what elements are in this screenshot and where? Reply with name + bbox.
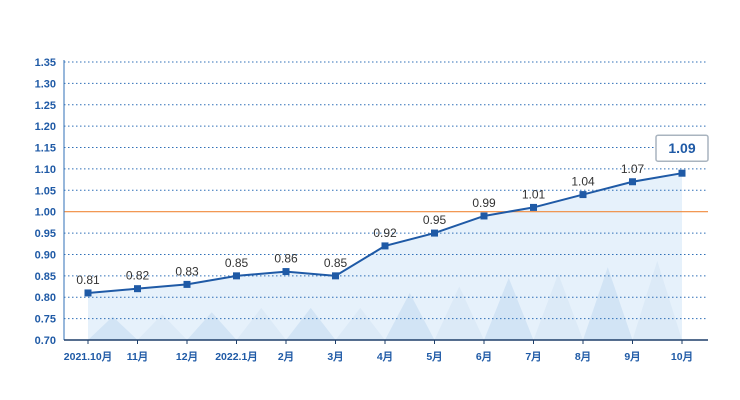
y-tick-label: 0.85 bbox=[35, 271, 56, 283]
y-tick-label: 1.05 bbox=[35, 185, 56, 197]
x-tick-label: 3月 bbox=[327, 351, 343, 363]
y-tick-label: 1.15 bbox=[35, 143, 56, 155]
area-triangle bbox=[385, 292, 435, 340]
axes bbox=[63, 60, 708, 344]
area-triangle bbox=[137, 314, 187, 340]
area-band bbox=[88, 288, 138, 340]
x-tick-label: 7月 bbox=[525, 351, 541, 363]
data-point bbox=[678, 169, 686, 177]
area-band bbox=[187, 275, 237, 340]
data-label: 0.92 bbox=[373, 226, 397, 240]
y-tick-label: 0.90 bbox=[35, 249, 56, 261]
y-tick-label: 0.70 bbox=[35, 335, 56, 347]
x-tick-label: 9月 bbox=[624, 351, 640, 363]
area-triangle bbox=[533, 273, 583, 340]
x-tick-label: 2022.1月 bbox=[215, 351, 258, 363]
y-tick-label: 1.25 bbox=[35, 100, 56, 112]
data-point bbox=[579, 191, 587, 199]
data-point bbox=[233, 272, 240, 280]
data-label: 0.95 bbox=[423, 213, 447, 227]
area-triangle bbox=[335, 307, 385, 340]
highlight-box bbox=[655, 134, 709, 162]
series-line-group bbox=[84, 169, 686, 297]
x-tick-label: 10月 bbox=[671, 351, 693, 363]
y-tick-label: 1.00 bbox=[35, 207, 56, 219]
data-point bbox=[183, 280, 191, 288]
area-triangle bbox=[583, 267, 633, 340]
x-tick-label: 2月 bbox=[278, 351, 294, 363]
area-band bbox=[385, 233, 435, 340]
y-tick-labels: 0.70 0.75 0.80 0.85 0.90 0.95 1.00 1.05 1.10 1.15… bbox=[35, 57, 56, 347]
data-label: 1.01 bbox=[522, 187, 546, 201]
area-triangle bbox=[187, 312, 237, 340]
data-point bbox=[530, 203, 537, 211]
x-tick-label: 8月 bbox=[575, 351, 591, 363]
data-point bbox=[480, 212, 488, 220]
data-label: 1.09 bbox=[668, 140, 695, 156]
data-label: 0.83 bbox=[175, 264, 199, 278]
area-triangle bbox=[236, 307, 286, 340]
area-band bbox=[236, 271, 286, 340]
x-tick-label: 2021.10月 bbox=[64, 351, 112, 363]
data-label: 0.99 bbox=[472, 196, 496, 210]
data-label: 0.82 bbox=[126, 269, 150, 283]
area-band bbox=[583, 181, 633, 340]
area-band bbox=[632, 173, 682, 340]
x-tick-label: 5月 bbox=[426, 351, 442, 363]
data-label: 1.07 bbox=[621, 162, 645, 176]
data-point bbox=[134, 285, 141, 293]
y-tick-label: 0.95 bbox=[35, 228, 56, 240]
area-band bbox=[533, 194, 583, 340]
data-label: 1.04 bbox=[571, 175, 595, 189]
y-tick-label: 1.20 bbox=[35, 121, 56, 133]
y-tick-label: 1.35 bbox=[35, 57, 56, 69]
area-band bbox=[286, 271, 336, 340]
area-fill-group bbox=[88, 173, 682, 340]
y-tick-label: 1.30 bbox=[35, 78, 56, 90]
data-label: 0.85 bbox=[324, 256, 348, 270]
area-band bbox=[484, 207, 534, 340]
data-point bbox=[282, 268, 290, 276]
x-tick-label: 11月 bbox=[127, 351, 149, 363]
data-label: 0.85 bbox=[225, 256, 249, 270]
x-tick-label: 6月 bbox=[476, 351, 492, 363]
area-band bbox=[137, 284, 187, 340]
data-point bbox=[629, 178, 636, 186]
area-triangle bbox=[434, 286, 484, 340]
y-tick-label: 0.80 bbox=[35, 292, 56, 304]
area-triangle bbox=[88, 316, 138, 340]
y-tick-label: 1.10 bbox=[35, 164, 56, 176]
gridlines bbox=[64, 61, 708, 320]
data-point bbox=[332, 272, 339, 280]
data-labels: 0.81 0.82 0.83 0.85 0.86 0.85 0.92 0.95 0.99 1.01… bbox=[76, 134, 709, 287]
data-label: 0.86 bbox=[274, 252, 298, 266]
data-point bbox=[381, 242, 389, 250]
data-point bbox=[84, 289, 92, 297]
y-tick-label: 0.75 bbox=[35, 314, 56, 326]
data-label: 0.81 bbox=[76, 273, 100, 287]
data-point bbox=[431, 229, 438, 237]
x-tick-label: 4月 bbox=[377, 351, 393, 363]
area-triangle bbox=[286, 307, 336, 340]
x-tick-labels: 2021.10月 11月 12月 2022.1月 2月 3月 4月 5月 6月 7月 8月 9月 10月 bbox=[64, 351, 693, 363]
x-tick-label: 12月 bbox=[176, 351, 198, 363]
area-triangle bbox=[484, 277, 534, 340]
area-triangle bbox=[632, 260, 682, 340]
area-band bbox=[434, 215, 484, 340]
